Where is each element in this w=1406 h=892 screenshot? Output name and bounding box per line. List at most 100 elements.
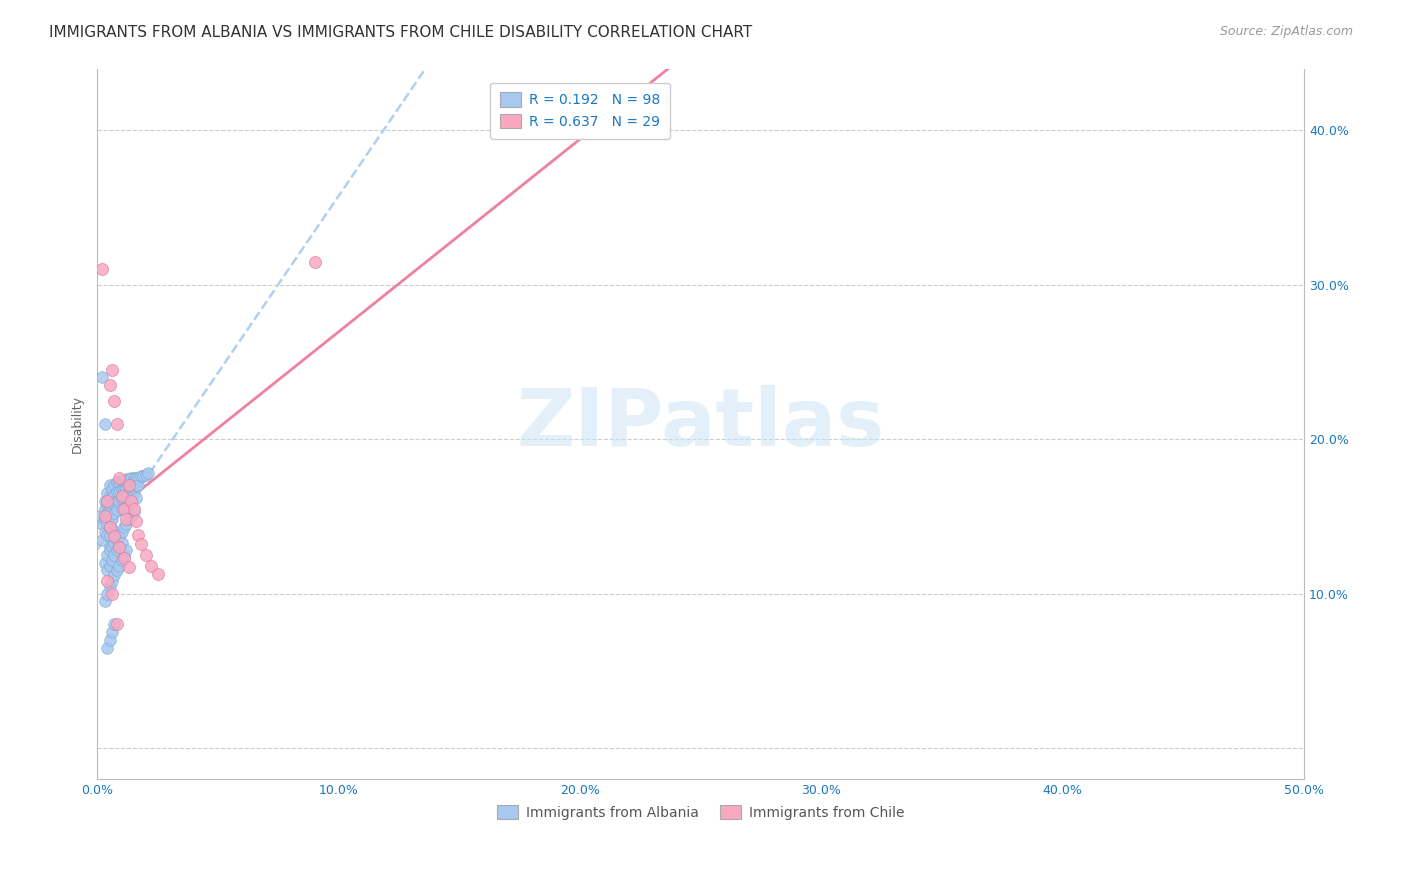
- Point: [110, 552, 132, 566]
- Point: [108, 471, 131, 485]
- Point: [101, 362, 124, 376]
- Point: [122, 478, 145, 492]
- Point: [108, 475, 131, 490]
- Point: [98, 529, 121, 543]
- Point: [96, 528, 118, 542]
- Point: [108, 541, 131, 555]
- Point: [91, 517, 114, 532]
- Point: [91, 262, 114, 277]
- Point: [93, 594, 115, 608]
- Point: [101, 625, 124, 640]
- Point: [105, 494, 128, 508]
- Point: [132, 469, 155, 483]
- Point: [96, 506, 118, 520]
- Point: [127, 528, 149, 542]
- Point: [91, 370, 114, 384]
- Point: [105, 563, 128, 577]
- Point: [110, 489, 132, 503]
- Point: [105, 475, 128, 490]
- Point: [103, 393, 125, 408]
- Point: [112, 501, 135, 516]
- Point: [93, 512, 115, 526]
- Point: [98, 543, 121, 558]
- Point: [96, 494, 118, 508]
- Point: [98, 378, 121, 392]
- Point: [101, 482, 124, 496]
- Point: [115, 543, 138, 558]
- Point: [118, 512, 141, 526]
- Point: [103, 488, 125, 502]
- Point: [96, 497, 118, 511]
- Point: [105, 503, 128, 517]
- Point: [125, 514, 148, 528]
- Text: ZIPatlas: ZIPatlas: [516, 384, 884, 463]
- Point: [96, 586, 118, 600]
- Point: [108, 541, 131, 555]
- Point: [98, 541, 121, 555]
- Point: [98, 520, 121, 534]
- Point: [115, 517, 138, 532]
- Point: [112, 483, 135, 497]
- Point: [98, 558, 121, 573]
- Point: [120, 494, 142, 508]
- Point: [122, 486, 145, 500]
- Point: [98, 520, 121, 534]
- Point: [127, 471, 149, 485]
- Text: IMMIGRANTS FROM ALBANIA VS IMMIGRANTS FROM CHILE DISABILITY CORRELATION CHART: IMMIGRANTS FROM ALBANIA VS IMMIGRANTS FR…: [49, 25, 752, 40]
- Point: [120, 478, 142, 492]
- Point: [105, 484, 128, 499]
- Point: [110, 474, 132, 488]
- Point: [93, 501, 115, 516]
- Point: [136, 466, 159, 480]
- Point: [112, 548, 135, 562]
- Point: [98, 579, 121, 593]
- Point: [101, 586, 124, 600]
- Point: [112, 474, 135, 488]
- Point: [93, 524, 115, 539]
- Point: [96, 486, 118, 500]
- Point: [115, 491, 138, 505]
- Point: [103, 617, 125, 632]
- Point: [129, 537, 152, 551]
- Point: [115, 482, 138, 496]
- Point: [98, 478, 121, 492]
- Point: [127, 478, 149, 492]
- Point: [122, 471, 145, 485]
- Point: [103, 548, 125, 562]
- Point: [91, 533, 114, 547]
- Point: [93, 556, 115, 570]
- Point: [93, 509, 115, 524]
- Point: [103, 529, 125, 543]
- Point: [120, 509, 142, 524]
- Point: [110, 524, 132, 539]
- Point: [98, 499, 121, 513]
- Point: [105, 617, 128, 632]
- Point: [118, 480, 141, 494]
- Point: [120, 471, 142, 485]
- Point: [304, 254, 326, 268]
- Point: [96, 548, 118, 562]
- Legend: Immigrants from Albania, Immigrants from Chile: Immigrants from Albania, Immigrants from…: [492, 799, 910, 825]
- Point: [89, 509, 111, 524]
- Point: [96, 517, 118, 532]
- Point: [125, 491, 148, 505]
- Point: [118, 560, 141, 574]
- Point: [115, 512, 138, 526]
- Point: [108, 494, 131, 508]
- Point: [105, 543, 128, 558]
- Point: [105, 533, 128, 547]
- Point: [146, 566, 169, 581]
- Point: [101, 512, 124, 526]
- Point: [96, 640, 118, 655]
- Point: [101, 574, 124, 589]
- Point: [135, 467, 157, 482]
- Point: [125, 478, 148, 492]
- Point: [139, 558, 162, 573]
- Point: [98, 509, 121, 524]
- Point: [115, 472, 138, 486]
- Point: [103, 535, 125, 549]
- Point: [112, 520, 135, 534]
- Point: [112, 551, 135, 566]
- Point: [96, 563, 118, 577]
- Point: [103, 478, 125, 492]
